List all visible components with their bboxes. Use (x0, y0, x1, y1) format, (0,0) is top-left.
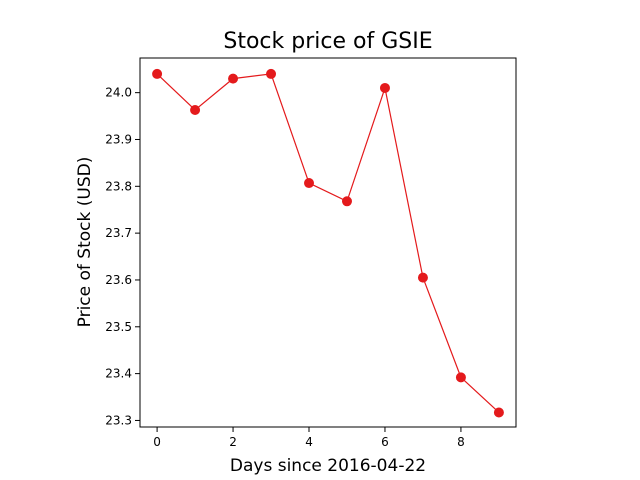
chart-title: Stock price of GSIE (223, 29, 432, 54)
y-tick-label: 23.7 (105, 226, 132, 240)
plot-frame (139, 57, 517, 428)
y-tick-label: 23.6 (105, 273, 132, 287)
data-point (190, 104, 201, 115)
x-tick-label: 8 (457, 435, 465, 449)
data-point (152, 68, 163, 79)
y-tick-label: 24.0 (105, 86, 132, 100)
x-tick-label: 6 (381, 435, 389, 449)
data-point (455, 372, 466, 383)
x-tick-label: 2 (229, 435, 237, 449)
series-line (156, 73, 500, 413)
y-axis-label: Price of Stock (USD) (75, 157, 95, 328)
data-point (304, 178, 315, 189)
plot-area: 0 2 4 6 8 23.3 23.4 23.5 23.6 23.7 23.8 23.9 24.0 (105, 57, 517, 449)
y-tick-label: 23.5 (105, 320, 132, 334)
x-axis-label: Days since 2016-04-22 (230, 456, 426, 476)
data-point (341, 196, 352, 207)
y-tick-label: 23.4 (105, 367, 132, 381)
y-tick-label: 23.8 (105, 179, 132, 193)
data-point (266, 68, 277, 79)
data-point (417, 272, 428, 283)
data-point (379, 82, 390, 93)
y-tick-label: 23.3 (105, 413, 132, 427)
x-tick-label: 4 (305, 435, 313, 449)
x-tick-label: 0 (153, 435, 161, 449)
y-tick-label: 23.9 (105, 132, 132, 146)
data-point (228, 73, 239, 84)
data-point (493, 407, 504, 418)
